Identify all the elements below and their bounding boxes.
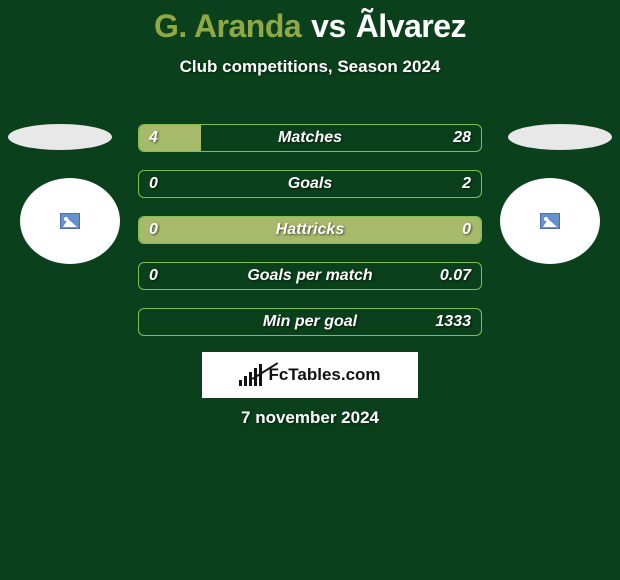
- stat-label: Goals per match: [139, 263, 481, 289]
- stat-row-goals: 0 Goals 2: [138, 170, 482, 198]
- footer-logo-text: FcTables.com: [268, 365, 380, 385]
- comparison-title: G. Aranda vs Ãlvarez: [0, 0, 620, 45]
- stat-value-right: 0: [462, 217, 471, 243]
- image-placeholder-icon: [60, 213, 80, 229]
- left-shadow-ellipse: [8, 124, 112, 150]
- stat-label: Goals: [139, 171, 481, 197]
- stat-label: Min per goal: [139, 309, 481, 335]
- footer-date: 7 november 2024: [0, 408, 620, 428]
- player-right-name: Ãlvarez: [356, 8, 466, 44]
- stat-value-right: 2: [462, 171, 471, 197]
- stat-value-right: 1333: [435, 309, 471, 335]
- right-player-badge: [500, 178, 600, 264]
- stat-row-min-per-goal: Min per goal 1333: [138, 308, 482, 336]
- stat-label: Hattricks: [139, 217, 481, 243]
- footer-logo-box: FcTables.com: [202, 352, 418, 398]
- stat-row-matches: 4 Matches 28: [138, 124, 482, 152]
- right-shadow-ellipse: [508, 124, 612, 150]
- stats-container: 4 Matches 28 0 Goals 2 0 Hattricks 0 0 G…: [138, 124, 482, 354]
- stat-value-right: 28: [453, 125, 471, 151]
- image-placeholder-icon: [540, 213, 560, 229]
- left-player-badge: [20, 178, 120, 264]
- competition-subtitle: Club competitions, Season 2024: [0, 57, 620, 77]
- stat-label: Matches: [139, 125, 481, 151]
- stat-row-goals-per-match: 0 Goals per match 0.07: [138, 262, 482, 290]
- stat-row-hattricks: 0 Hattricks 0: [138, 216, 482, 244]
- player-left-name: G. Aranda: [154, 8, 301, 44]
- vs-separator: vs: [311, 8, 346, 44]
- stat-value-right: 0.07: [440, 263, 471, 289]
